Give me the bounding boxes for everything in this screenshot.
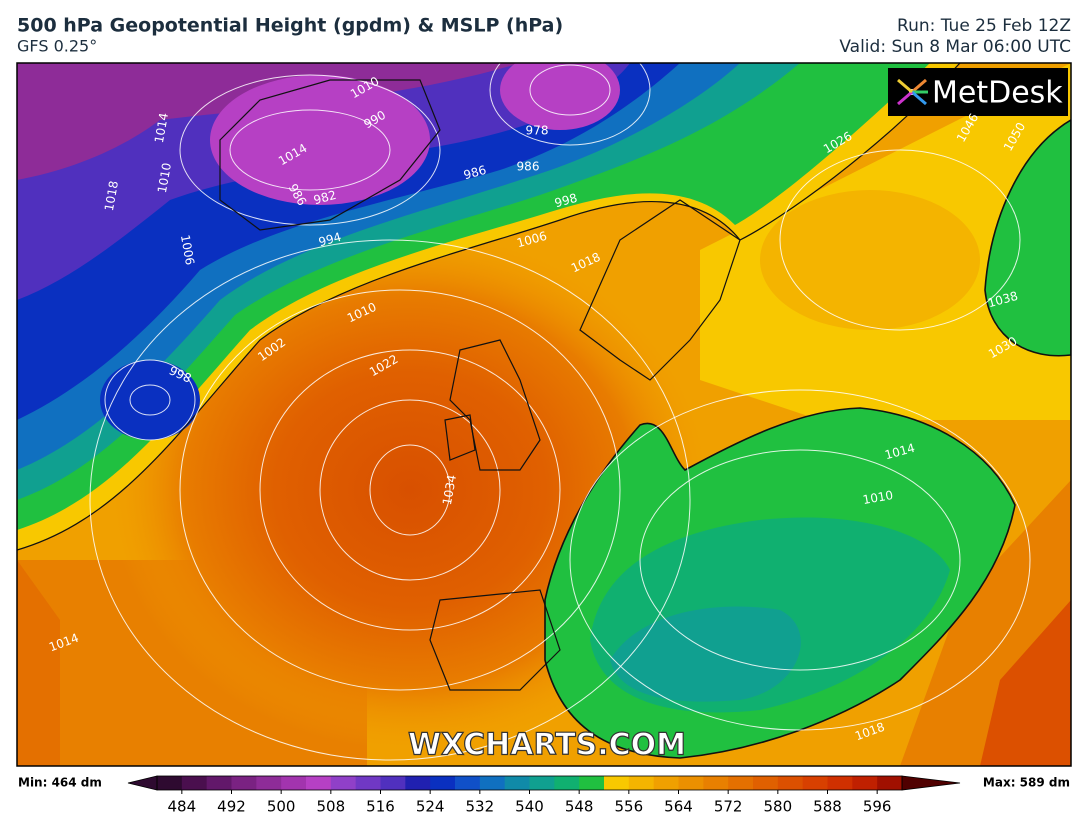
colorbar-segment: [380, 776, 406, 790]
logo-icon: [897, 78, 928, 106]
isobar-label: 1034: [440, 474, 459, 507]
isobar-label: 1018: [102, 180, 121, 213]
colorbar-tick-label: 508: [317, 798, 346, 816]
colorbar-extend-high: [901, 775, 961, 791]
colorbar-tick-label: 548: [565, 798, 594, 816]
colorbar-segment: [529, 776, 555, 790]
colorbar-segment: [877, 776, 903, 790]
colorbar-tick-label: 516: [366, 798, 395, 816]
colorbar-segment: [504, 776, 530, 790]
colorbar-segment: [852, 776, 878, 790]
colorbar-segment: [479, 776, 506, 790]
valid-time: Valid: Sun 8 Mar 06:00 UTC: [839, 37, 1071, 57]
isobar-label: 978: [526, 124, 549, 138]
colorbar-tick-label: 596: [863, 798, 892, 816]
colorbar-segment: [306, 776, 332, 790]
colorbar-segment: [455, 776, 481, 790]
isobar-label: 1010: [862, 488, 895, 507]
colorbar-segment: [181, 776, 208, 790]
isobar-label: 1006: [178, 234, 197, 267]
colorbar-segment: [157, 776, 183, 790]
colorbar-segment: [355, 776, 381, 790]
colorbar-segment: [777, 776, 804, 790]
colorbar-segment: [281, 776, 307, 790]
colorbar: 484 492 500 508 516 524 532 540 548 556 564 572 580 5…: [127, 775, 961, 816]
colorbar-tick-label: 484: [168, 798, 197, 816]
colorbar-tick-label: 564: [664, 798, 693, 816]
colorbar-segment: [405, 776, 431, 790]
colorbar-segment: [256, 776, 282, 790]
colorbar-tick-label: 532: [466, 798, 495, 816]
title: 500 hPa Geopotential Height (gpdm) & MSL…: [17, 15, 563, 37]
colorbar-segment: [330, 776, 357, 790]
colorbar-segment: [604, 776, 630, 790]
colorbar-segment: [703, 776, 729, 790]
subtitle: GFS 0.25°: [17, 37, 97, 56]
colorbar-tick-label: 580: [764, 798, 793, 816]
colorbar-segment: [827, 776, 853, 790]
colorbar-segment: [753, 776, 779, 790]
isobar-label: 998: [553, 191, 579, 210]
colorbar-segment: [728, 776, 754, 790]
colorbar-max: Max: 589 dm: [983, 776, 1070, 790]
colorbar-segment: [231, 776, 257, 790]
isobar-label: 982: [312, 188, 338, 207]
colorbar-tick-label: 500: [267, 798, 296, 816]
isobar-label: 994: [317, 230, 343, 249]
colorbar-segment: [678, 776, 704, 790]
colorbar-segment: [430, 776, 456, 790]
colorbar-tick-label: 524: [416, 798, 445, 816]
isobar-label: 986: [462, 163, 488, 182]
colorbar-extend-low: [127, 775, 158, 791]
colorbar-segment: [206, 776, 232, 790]
colorbar-tick-label: 556: [615, 798, 644, 816]
watermark: WXCHARTS.COM: [408, 728, 686, 763]
map: [17, 63, 1071, 766]
colorbar-segment: [554, 776, 580, 790]
isobar-label: 1014: [152, 112, 171, 145]
colorbar-tick-label: 492: [217, 798, 246, 816]
colorbar-tick-label: 572: [714, 798, 743, 816]
colorbar-segment: [628, 776, 655, 790]
map-frame: [16, 62, 1072, 767]
isobar-label: 1010: [155, 162, 174, 195]
isobar-label: 986: [517, 160, 540, 174]
logo-text: MetDesk: [932, 76, 1063, 111]
colorbar-segment: [653, 776, 679, 790]
colorbar-tick-label: 540: [515, 798, 544, 816]
colorbar-segment: [802, 776, 828, 790]
colorbar-segment: [579, 776, 605, 790]
colorbar-min: Min: 464 dm: [18, 776, 102, 790]
run-time: Run: Tue 25 Feb 12Z: [897, 16, 1071, 36]
colorbar-tick-label: 588: [813, 798, 842, 816]
